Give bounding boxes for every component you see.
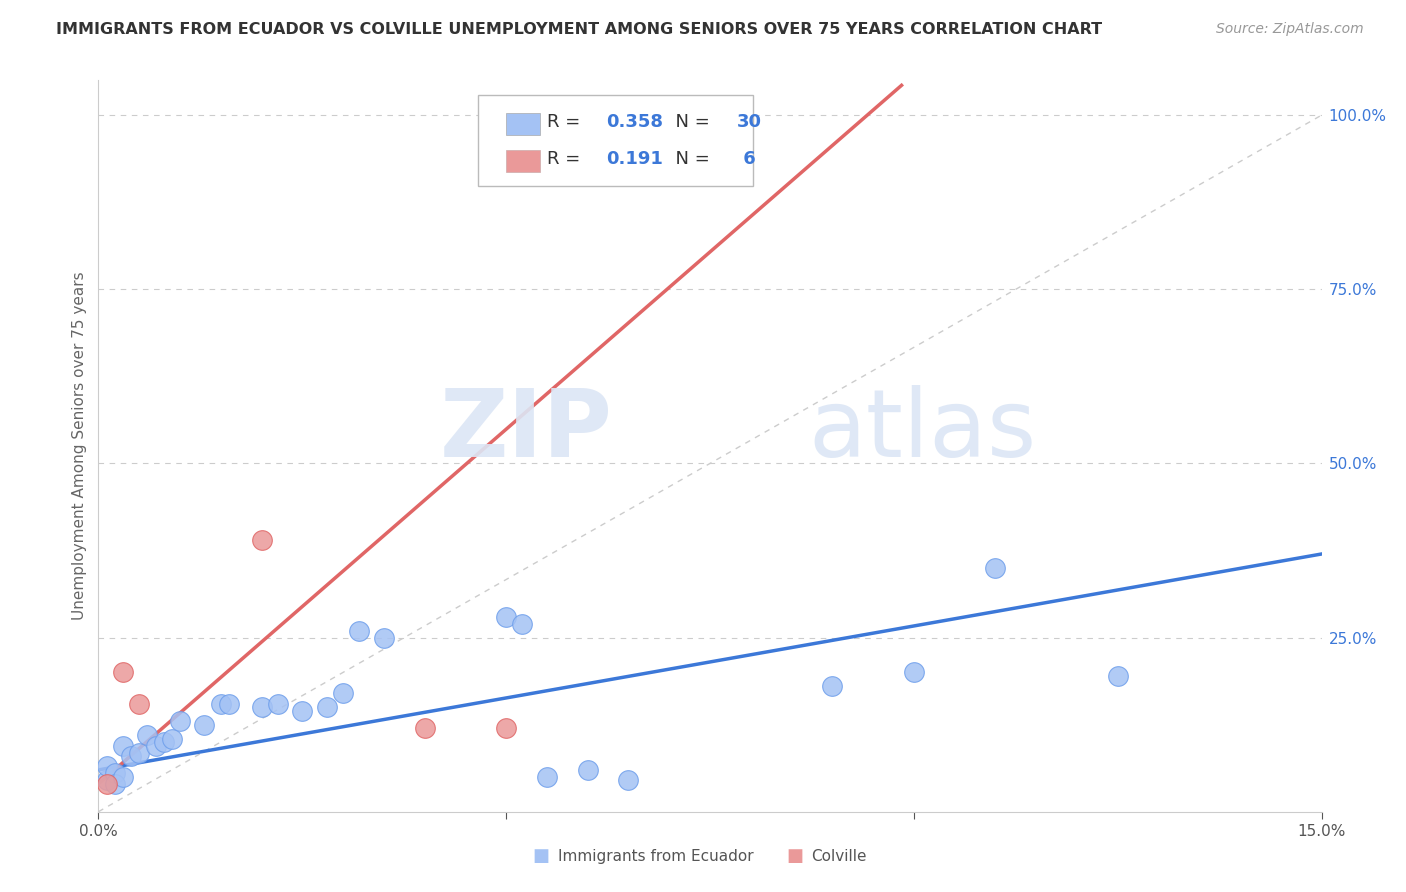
- Point: [145, 739, 167, 753]
- Point: [96, 777, 118, 791]
- Point: [349, 624, 371, 638]
- Text: ZIP: ZIP: [439, 385, 612, 477]
- Point: [617, 773, 640, 788]
- Text: 0.358: 0.358: [606, 113, 664, 131]
- Text: N =: N =: [664, 113, 716, 131]
- Point: [160, 731, 183, 746]
- Point: [111, 739, 134, 753]
- Point: [209, 697, 232, 711]
- FancyBboxPatch shape: [506, 113, 540, 136]
- Text: atlas: atlas: [808, 385, 1036, 477]
- Point: [495, 721, 517, 735]
- FancyBboxPatch shape: [506, 150, 540, 171]
- Point: [104, 766, 127, 780]
- Point: [984, 561, 1007, 575]
- Text: ■: ■: [533, 847, 550, 865]
- Point: [495, 609, 517, 624]
- Point: [478, 164, 501, 178]
- Point: [169, 714, 191, 728]
- Point: [373, 631, 395, 645]
- Text: 30: 30: [737, 113, 762, 131]
- Text: Immigrants from Ecuador: Immigrants from Ecuador: [558, 849, 754, 863]
- Point: [128, 746, 150, 760]
- Text: 6: 6: [737, 150, 755, 168]
- Point: [96, 773, 118, 788]
- Point: [576, 763, 599, 777]
- Point: [315, 700, 337, 714]
- Text: ■: ■: [786, 847, 803, 865]
- Point: [250, 700, 273, 714]
- Text: N =: N =: [664, 150, 716, 168]
- Point: [152, 735, 174, 749]
- Point: [903, 665, 925, 680]
- Point: [821, 679, 844, 693]
- Point: [250, 533, 273, 547]
- Point: [267, 697, 290, 711]
- Text: 0.191: 0.191: [606, 150, 664, 168]
- Point: [96, 759, 118, 773]
- Point: [512, 616, 534, 631]
- Point: [193, 717, 215, 731]
- Point: [413, 721, 436, 735]
- Point: [111, 770, 134, 784]
- Y-axis label: Unemployment Among Seniors over 75 years: Unemployment Among Seniors over 75 years: [72, 272, 87, 620]
- Point: [128, 697, 150, 711]
- FancyBboxPatch shape: [478, 95, 752, 186]
- Text: Colville: Colville: [811, 849, 866, 863]
- Text: R =: R =: [547, 113, 586, 131]
- Point: [536, 770, 558, 784]
- Text: IMMIGRANTS FROM ECUADOR VS COLVILLE UNEMPLOYMENT AMONG SENIORS OVER 75 YEARS COR: IMMIGRANTS FROM ECUADOR VS COLVILLE UNEM…: [56, 22, 1102, 37]
- Text: Source: ZipAtlas.com: Source: ZipAtlas.com: [1216, 22, 1364, 37]
- Point: [1107, 669, 1129, 683]
- Point: [120, 749, 142, 764]
- Point: [332, 686, 354, 700]
- Point: [218, 697, 240, 711]
- Point: [291, 704, 314, 718]
- Point: [111, 665, 134, 680]
- Point: [104, 777, 127, 791]
- Text: R =: R =: [547, 150, 586, 168]
- Point: [136, 728, 159, 742]
